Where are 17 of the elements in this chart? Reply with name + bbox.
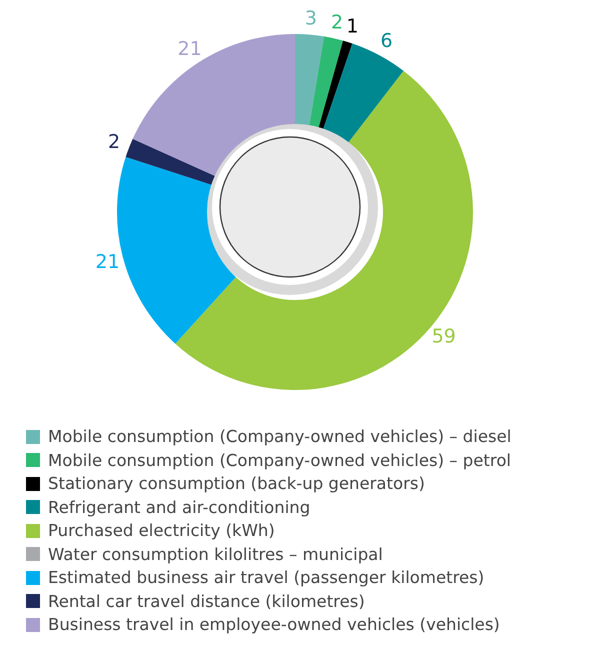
data-label: 59 xyxy=(432,325,456,348)
legend-label: Business travel in employee-owned vehicles (vehicles) xyxy=(48,615,500,634)
legend-label: Mobile consumption (Company-owned vehicles) – diesel xyxy=(48,427,512,446)
legend-label: Rental car travel distance (kilometres) xyxy=(48,592,365,611)
data-label: 2 xyxy=(108,131,120,154)
data-label: 21 xyxy=(95,250,120,273)
legend-label: Water consumption kilolitres – municipal xyxy=(48,544,383,564)
data-label: 6 xyxy=(380,30,393,52)
data-label: 21 xyxy=(178,38,202,60)
legend-label: Refrigerant and air-conditioning xyxy=(48,498,310,517)
legend-label: Estimated business air travel (passenger kilometres) xyxy=(48,568,484,588)
data-label: 2 xyxy=(331,12,344,34)
data-label: 3 xyxy=(304,8,317,30)
legend-label: Stationary consumption (back-up generators) xyxy=(48,474,425,494)
data-label: 1 xyxy=(346,16,358,38)
legend-label: Purchased electricity (kWh) xyxy=(48,521,275,540)
legend-label: Mobile consumption (Company-owned vehicles) – petrol xyxy=(48,450,511,470)
